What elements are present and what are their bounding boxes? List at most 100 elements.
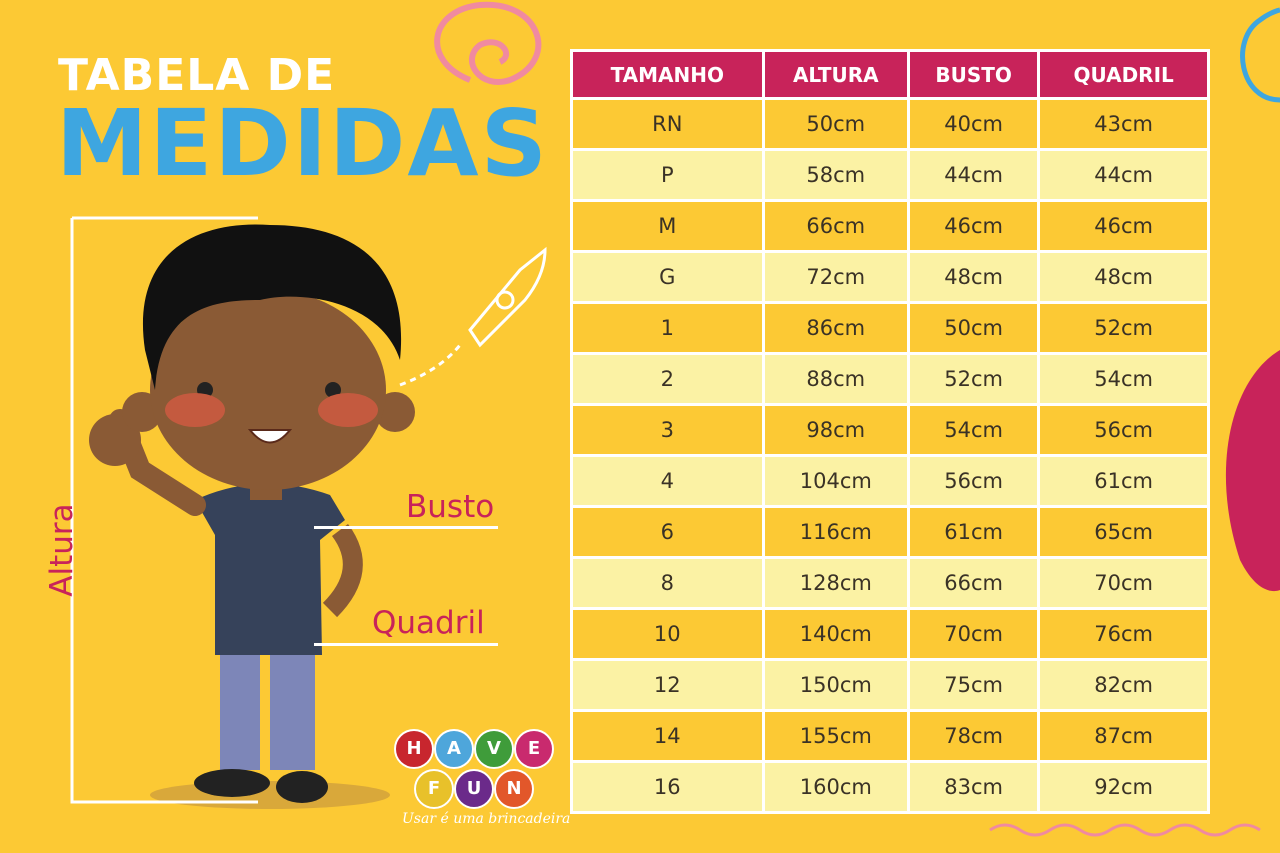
altura-cell: 86cm <box>764 304 907 352</box>
child-illustration <box>89 224 415 803</box>
table-row: 3 98cm 54cm 56cm <box>573 406 1207 454</box>
busto-cell: 78cm <box>910 712 1038 760</box>
busto-cell: 54cm <box>910 406 1038 454</box>
busto-cell: 52cm <box>910 355 1038 403</box>
busto-cell: 50cm <box>910 304 1038 352</box>
altura-cell: 88cm <box>764 355 907 403</box>
quadril-cell: 48cm <box>1040 253 1207 301</box>
size-cell: 2 <box>573 355 762 403</box>
swirl-decoration <box>434 1 542 85</box>
altura-cell: 58cm <box>764 151 907 199</box>
busto-cell: 75cm <box>910 661 1038 709</box>
logo-ball: A <box>434 729 474 769</box>
altura-cell: 155cm <box>764 712 907 760</box>
swirl-decoration-blue <box>1240 7 1280 103</box>
logo-ball: H <box>394 729 434 769</box>
logo-ball: U <box>454 769 494 809</box>
size-cell: 3 <box>573 406 762 454</box>
quadril-cell: 43cm <box>1040 100 1207 148</box>
leaf-decoration <box>1225 350 1280 592</box>
busto-label: Busto <box>406 489 495 525</box>
table-row: 2 88cm 52cm 54cm <box>573 355 1207 403</box>
quadril-cell: 56cm <box>1040 406 1207 454</box>
altura-cell: 140cm <box>764 610 907 658</box>
logo-ball: F <box>414 769 454 809</box>
logo-ball: N <box>494 769 534 809</box>
table-header: TAMANHO ALTURA BUSTO QUADRIL <box>573 52 1207 97</box>
size-cell: 10 <box>573 610 762 658</box>
quadril-cell: 46cm <box>1040 202 1207 250</box>
table-row: 1 86cm 50cm 52cm <box>573 304 1207 352</box>
busto-cell: 61cm <box>910 508 1038 556</box>
table-row: P 58cm 44cm 44cm <box>573 151 1207 199</box>
table-row: G 72cm 48cm 48cm <box>573 253 1207 301</box>
quadril-cell: 87cm <box>1040 712 1207 760</box>
header-quadril: QUADRIL <box>1040 52 1207 97</box>
altura-cell: 116cm <box>764 508 907 556</box>
quadril-cell: 61cm <box>1040 457 1207 505</box>
quadril-cell: 92cm <box>1040 763 1207 811</box>
table-row: 6 116cm 61cm 65cm <box>573 508 1207 556</box>
busto-cell: 83cm <box>910 763 1038 811</box>
table-row: 8 128cm 66cm 70cm <box>573 559 1207 607</box>
altura-cell: 128cm <box>764 559 907 607</box>
height-bracket <box>70 216 258 804</box>
busto-cell: 66cm <box>910 559 1038 607</box>
altura-cell: 160cm <box>764 763 907 811</box>
busto-cell: 44cm <box>910 151 1038 199</box>
size-cell: 6 <box>573 508 762 556</box>
table-row: 12 150cm 75cm 82cm <box>573 661 1207 709</box>
altura-label: Altura <box>44 503 80 597</box>
busto-cell: 46cm <box>910 202 1038 250</box>
quadril-cell: 52cm <box>1040 304 1207 352</box>
altura-cell: 150cm <box>764 661 907 709</box>
quadril-cell: 82cm <box>1040 661 1207 709</box>
altura-cell: 98cm <box>764 406 907 454</box>
size-cell: 8 <box>573 559 762 607</box>
size-table: TAMANHO ALTURA BUSTO QUADRIL RN 50cm 40cm 4… <box>570 49 1210 814</box>
title-line-2: MEDIDAS <box>56 90 549 197</box>
size-cell: 12 <box>573 661 762 709</box>
wave-decoration <box>989 823 1261 837</box>
table-row: M 66cm 46cm 46cm <box>573 202 1207 250</box>
quadril-cell: 70cm <box>1040 559 1207 607</box>
shadow <box>150 781 390 809</box>
rocket-icon <box>399 246 547 387</box>
size-cell: 16 <box>573 763 762 811</box>
table-row: 14 155cm 78cm 87cm <box>573 712 1207 760</box>
header-altura: ALTURA <box>764 52 907 97</box>
busto-line <box>314 526 498 529</box>
size-cell: 1 <box>573 304 762 352</box>
quadril-label: Quadril <box>372 605 485 641</box>
size-cell: 14 <box>573 712 762 760</box>
table-row: 10 140cm 70cm 76cm <box>573 610 1207 658</box>
size-cell: RN <box>573 100 762 148</box>
busto-cell: 40cm <box>910 100 1038 148</box>
busto-cell: 48cm <box>910 253 1038 301</box>
title-line-1: TABELA DE <box>58 50 336 101</box>
header-tamanho: TAMANHO <box>573 52 762 97</box>
quadril-cell: 65cm <box>1040 508 1207 556</box>
size-cell: 4 <box>573 457 762 505</box>
table-row: 4 104cm 56cm 61cm <box>573 457 1207 505</box>
size-cell: P <box>573 151 762 199</box>
logo-ball: E <box>514 729 554 769</box>
altura-cell: 104cm <box>764 457 907 505</box>
quadril-cell: 44cm <box>1040 151 1207 199</box>
header-busto: BUSTO <box>910 52 1038 97</box>
busto-cell: 70cm <box>910 610 1038 658</box>
size-cell: G <box>573 253 762 301</box>
quadril-cell: 54cm <box>1040 355 1207 403</box>
altura-cell: 50cm <box>764 100 907 148</box>
table-row: 16 160cm 83cm 92cm <box>573 763 1207 811</box>
altura-cell: 72cm <box>764 253 907 301</box>
busto-cell: 56cm <box>910 457 1038 505</box>
quadril-line <box>314 643 498 646</box>
quadril-cell: 76cm <box>1040 610 1207 658</box>
size-cell: M <box>573 202 762 250</box>
altura-cell: 66cm <box>764 202 907 250</box>
table-row: RN 50cm 40cm 43cm <box>573 100 1207 148</box>
logo-tagline: Usar é uma brincadeira <box>402 811 571 827</box>
logo-ball: V <box>474 729 514 769</box>
